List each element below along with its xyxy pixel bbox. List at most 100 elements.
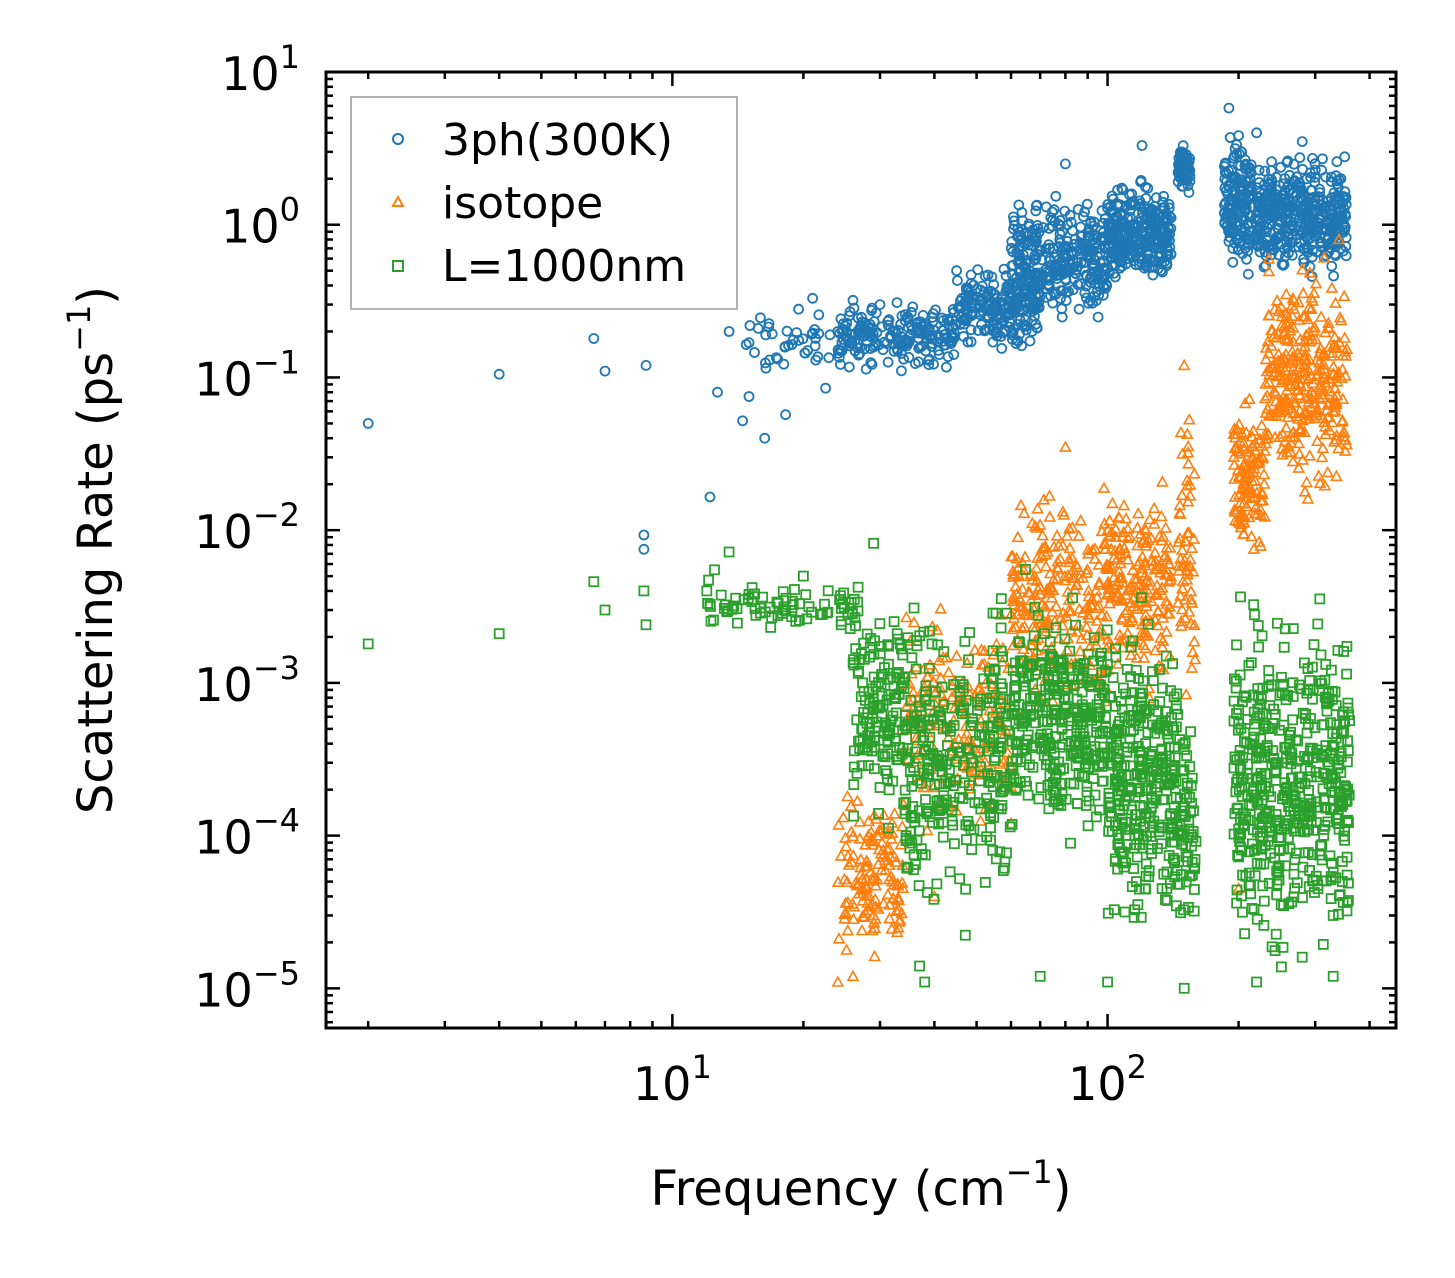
data-point-l-1000nm bbox=[1105, 741, 1117, 753]
data-point-l-1000nm bbox=[1256, 693, 1267, 704]
data-point-l-1000nm bbox=[848, 594, 860, 605]
data-point-isotope bbox=[1307, 321, 1321, 333]
data-point-isotope bbox=[1337, 289, 1351, 302]
data-point-3ph-300k- bbox=[1283, 247, 1294, 259]
data-point-3ph-300k- bbox=[1020, 320, 1031, 332]
data-point-isotope bbox=[869, 900, 883, 912]
data-point-3ph-300k- bbox=[1284, 224, 1296, 236]
data-point-isotope bbox=[1043, 510, 1057, 522]
data-point-3ph-300k- bbox=[1081, 292, 1092, 304]
data-point-l-1000nm bbox=[1076, 771, 1088, 783]
data-point-l-1000nm bbox=[966, 766, 977, 778]
data-point-3ph-300k- bbox=[952, 275, 963, 287]
data-point-3ph-300k- bbox=[712, 386, 723, 398]
data-point-isotope bbox=[1033, 580, 1046, 592]
data-point-isotope bbox=[1050, 529, 1064, 541]
data-point-3ph-300k- bbox=[1082, 230, 1094, 242]
data-point-l-1000nm bbox=[1342, 783, 1353, 795]
data-point-l-1000nm bbox=[966, 753, 977, 765]
data-point-3ph-300k- bbox=[1295, 184, 1306, 196]
data-point-l-1000nm bbox=[992, 746, 1004, 757]
data-point-3ph-300k- bbox=[1256, 195, 1268, 207]
data-point-l-1000nm bbox=[911, 635, 922, 646]
data-point-isotope bbox=[1303, 449, 1317, 461]
data-point-isotope bbox=[1081, 608, 1095, 620]
data-point-isotope bbox=[1300, 354, 1314, 366]
data-point-isotope bbox=[839, 906, 852, 918]
data-point-isotope bbox=[1006, 622, 1020, 635]
data-point-isotope bbox=[1028, 588, 1042, 601]
data-point-3ph-300k- bbox=[899, 309, 911, 321]
data-point-isotope bbox=[1040, 582, 1054, 595]
data-point-isotope bbox=[1316, 390, 1329, 403]
data-point-isotope bbox=[877, 808, 891, 821]
data-point-l-1000nm bbox=[1017, 673, 1029, 684]
data-point-isotope bbox=[1325, 281, 1339, 293]
data-point-3ph-300k- bbox=[1114, 262, 1126, 274]
data-point-l-1000nm bbox=[1231, 708, 1242, 719]
data-point-3ph-300k- bbox=[892, 345, 904, 357]
data-point-l-1000nm bbox=[1267, 745, 1279, 756]
data-point-3ph-300k- bbox=[882, 356, 894, 368]
data-point-3ph-300k- bbox=[1088, 254, 1100, 266]
data-point-isotope bbox=[1234, 517, 1248, 530]
data-point-isotope bbox=[1022, 645, 1036, 658]
data-point-l-1000nm bbox=[883, 784, 895, 796]
data-point-isotope bbox=[947, 713, 961, 726]
data-point-l-1000nm bbox=[705, 615, 717, 627]
data-point-l-1000nm bbox=[1326, 780, 1337, 792]
data-point-isotope bbox=[867, 916, 881, 928]
data-point-isotope bbox=[1144, 531, 1158, 543]
data-point-3ph-300k- bbox=[809, 340, 821, 352]
data-point-l-1000nm bbox=[1085, 681, 1097, 692]
data-point-l-1000nm bbox=[938, 790, 950, 802]
data-point-l-1000nm bbox=[987, 645, 999, 657]
data-point-l-1000nm bbox=[1110, 820, 1121, 832]
data-point-isotope bbox=[846, 848, 860, 861]
data-point-3ph-300k- bbox=[1182, 168, 1194, 180]
data-point-isotope bbox=[1261, 334, 1275, 347]
data-point-isotope bbox=[1337, 424, 1351, 437]
data-point-3ph-300k- bbox=[965, 336, 977, 348]
data-point-l-1000nm bbox=[875, 671, 887, 683]
data-point-l-1000nm bbox=[1274, 843, 1286, 855]
data-point-isotope bbox=[1303, 266, 1317, 278]
data-point-isotope bbox=[1081, 563, 1094, 575]
data-point-isotope bbox=[1112, 511, 1126, 523]
data-point-isotope bbox=[1228, 427, 1242, 440]
data-point-l-1000nm bbox=[1096, 761, 1108, 772]
data-point-l-1000nm bbox=[1140, 785, 1151, 797]
data-point-l-1000nm bbox=[974, 729, 985, 741]
data-point-l-1000nm bbox=[1146, 783, 1157, 795]
data-point-3ph-300k- bbox=[1079, 287, 1091, 299]
data-point-3ph-300k- bbox=[1235, 199, 1247, 210]
data-point-l-1000nm bbox=[1022, 789, 1034, 801]
data-point-isotope bbox=[1332, 441, 1345, 454]
data-point-3ph-300k- bbox=[1043, 222, 1055, 234]
data-point-3ph-300k- bbox=[1304, 223, 1316, 235]
data-point-l-1000nm bbox=[985, 822, 996, 834]
data-point-isotope bbox=[1330, 341, 1343, 354]
data-point-l-1000nm bbox=[928, 893, 940, 905]
data-point-3ph-300k- bbox=[1015, 229, 1027, 241]
data-point-l-1000nm bbox=[1278, 641, 1290, 653]
data-point-l-1000nm bbox=[1276, 824, 1287, 835]
data-point-l-1000nm bbox=[1080, 800, 1092, 811]
data-point-isotope bbox=[1016, 582, 1029, 595]
data-point-l-1000nm bbox=[937, 723, 949, 735]
data-point-3ph-300k- bbox=[1050, 190, 1062, 202]
data-point-3ph-300k- bbox=[942, 351, 954, 363]
data-point-isotope bbox=[838, 912, 851, 924]
data-point-l-1000nm bbox=[881, 768, 893, 780]
data-point-3ph-300k- bbox=[1272, 191, 1284, 203]
data-point-l-1000nm bbox=[1160, 650, 1172, 662]
data-point-l-1000nm bbox=[1010, 784, 1022, 796]
data-point-l-1000nm bbox=[1065, 715, 1077, 727]
legend-box bbox=[350, 96, 738, 310]
data-point-isotope bbox=[1336, 392, 1350, 405]
data-point-3ph-300k- bbox=[1303, 198, 1314, 210]
data-point-isotope bbox=[864, 825, 878, 838]
data-point-l-1000nm bbox=[1073, 768, 1085, 779]
data-point-isotope bbox=[1231, 463, 1245, 475]
data-point-l-1000nm bbox=[1133, 753, 1145, 765]
